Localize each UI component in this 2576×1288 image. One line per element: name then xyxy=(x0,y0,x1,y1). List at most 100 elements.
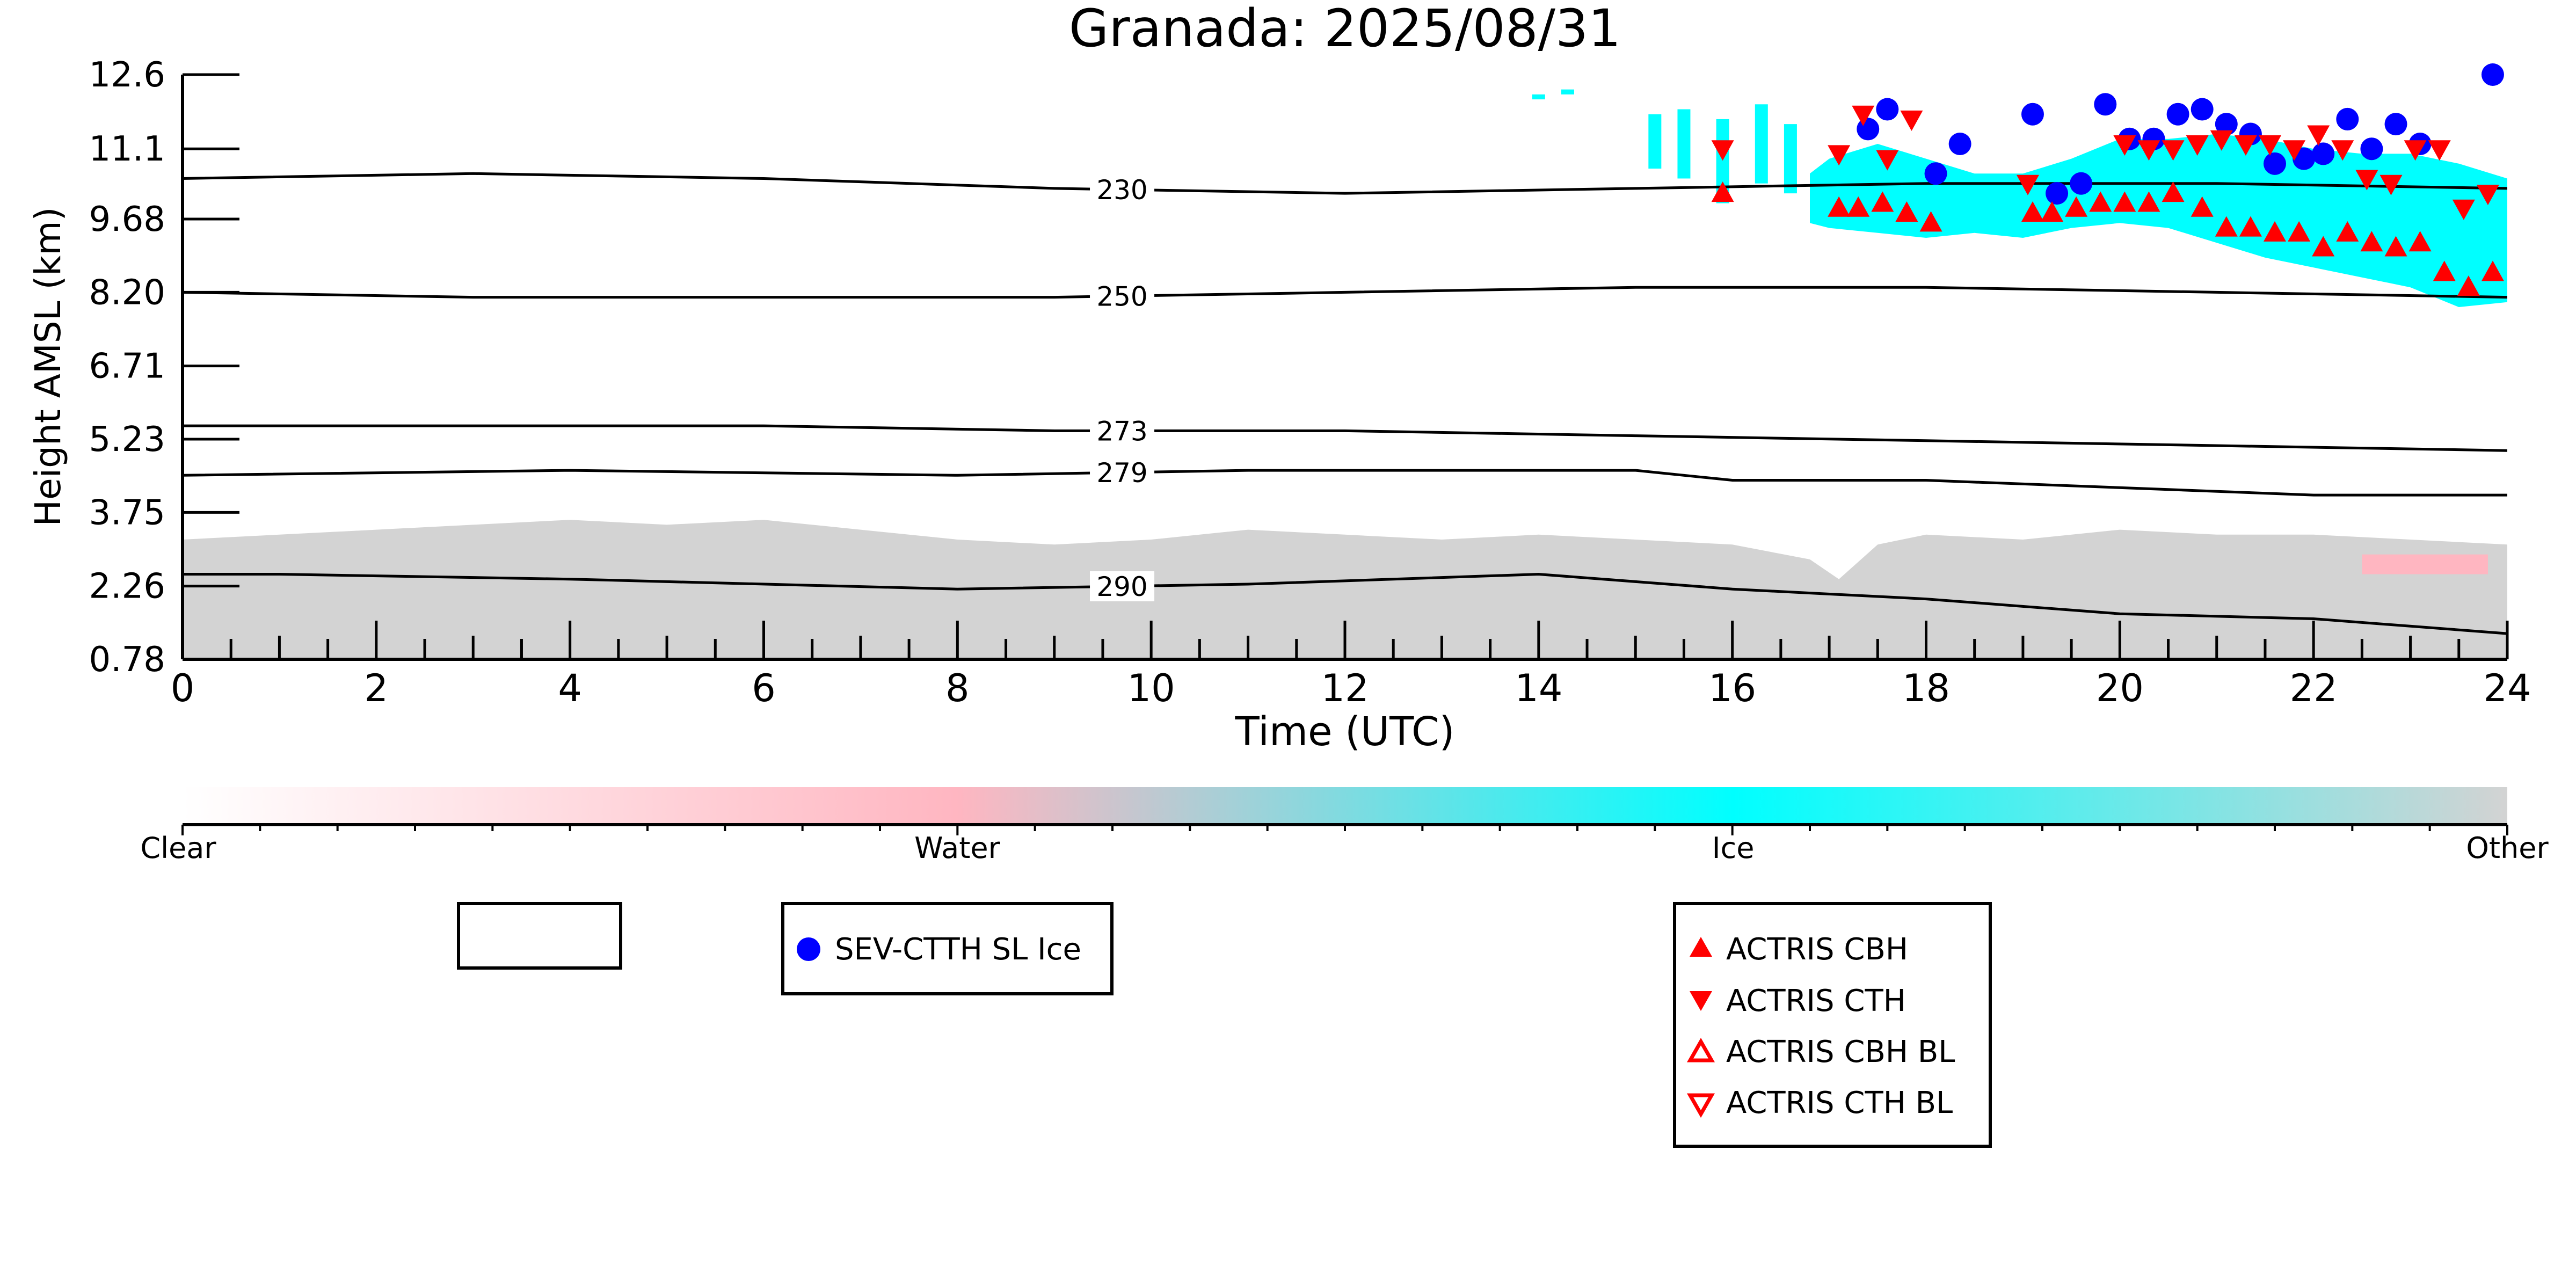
y-tick-label: 5.23 xyxy=(89,420,166,460)
actris-cbh-point xyxy=(2433,260,2456,281)
colorbar-gradient xyxy=(183,787,2507,825)
legend-sev-ctth-label: SEV-CTTH SL Ice xyxy=(835,932,1081,967)
sev-ctth-sl-ice-point xyxy=(2360,137,2383,161)
isotherm-labels: 230 250 273 279 290 xyxy=(1090,174,1155,602)
actris-cth-point xyxy=(2331,140,2354,161)
sev-ctth-sl-ice-point xyxy=(2070,172,2093,195)
water-patch-0 xyxy=(2362,554,2488,574)
actris-cth-point xyxy=(1876,150,1899,171)
sev-ctth-sl-ice-point xyxy=(2021,103,2044,126)
legend-cbh-bl-label: ACTRIS CBH BL xyxy=(1726,1035,1955,1069)
sev-ctth-sl-ice-point xyxy=(1924,162,1947,185)
isotherm-line-273 xyxy=(183,424,2507,452)
isotherm-label: 290 xyxy=(1096,571,1147,602)
x-tick-label: 4 xyxy=(558,666,582,710)
x-tick-label: 14 xyxy=(1515,666,1562,710)
y-tick-label: 3.75 xyxy=(89,493,166,533)
actris-cbh-point xyxy=(2162,181,2185,202)
actris-cth-point xyxy=(2476,185,2499,206)
sev-ctth-sl-ice-point xyxy=(2312,142,2335,165)
actris-cbh-point xyxy=(2239,216,2262,237)
isotherm-label: 230 xyxy=(1096,174,1147,206)
x-tick-label: 22 xyxy=(2290,666,2338,710)
sev-ctth-sl-ice-point xyxy=(1857,118,1880,141)
actris-cbh-point xyxy=(2457,275,2480,296)
actris-cth-point xyxy=(2113,135,2136,156)
sev-ctth-sl-ice-point xyxy=(2215,113,2238,136)
legend-cbh-label: ACTRIS CBH xyxy=(1726,932,1908,967)
ice-fragment-1 xyxy=(1677,109,1691,179)
actris-cth-point xyxy=(2307,125,2330,146)
actris-cth-point xyxy=(2452,199,2475,220)
ice-fragment-4 xyxy=(1784,124,1797,194)
marker-layer xyxy=(1711,63,2504,296)
x-tick-label: 0 xyxy=(171,666,195,710)
axes: 0 2 4 6 8 10 12 14 16 18 20 22 24 0.782.263.755.236.… xyxy=(89,55,2531,710)
actris-cbh-point xyxy=(1919,211,1942,232)
actris-cth-point xyxy=(2258,135,2281,156)
actris-cth-point xyxy=(2379,174,2403,195)
actris-cth-point xyxy=(1900,110,1923,131)
actris-cth-point xyxy=(2137,140,2160,161)
actris-cth-point xyxy=(2428,140,2451,161)
actris-cth-point xyxy=(2234,135,2257,156)
actris-cbh-point xyxy=(2360,231,2383,252)
sev-ctth-sl-ice-point xyxy=(1876,98,1899,121)
x-tick-label: 12 xyxy=(1321,666,1369,710)
colorbar-label-clear: Clear xyxy=(140,831,216,865)
ice-fragment-5 xyxy=(1532,94,1545,100)
actris-cbh-point xyxy=(2113,191,2136,212)
ice-fragment-6 xyxy=(1561,89,1574,94)
colorbar: Clear Water Ice Other xyxy=(140,787,2549,865)
x-tick-label: 18 xyxy=(1902,666,1950,710)
isotherm-label-bg-273 xyxy=(1090,416,1155,446)
actris-cth-point xyxy=(2210,130,2233,151)
isotherm-label-bg-290 xyxy=(1090,571,1155,601)
x-tick-label: 10 xyxy=(1127,666,1175,710)
actris-cbh-point xyxy=(2021,201,2044,222)
y-tick-label: 11.1 xyxy=(89,129,166,169)
actris-cbh-point xyxy=(2041,201,2064,222)
actris-cbh-point xyxy=(2408,231,2432,252)
sev-ctth-sl-ice-point xyxy=(2384,113,2407,136)
y-tick-label: 6.71 xyxy=(89,347,166,387)
colorbar-label-other: Other xyxy=(2466,831,2549,865)
isotherm-line-290 xyxy=(183,572,2507,635)
chart-title: Granada: 2025/08/31 xyxy=(1069,0,1621,59)
colorbar-label-water: Water xyxy=(914,831,1000,865)
actris-cbh-point xyxy=(2137,191,2160,212)
actris-cth-point xyxy=(2404,140,2427,161)
water-classification-area xyxy=(2362,554,2488,574)
x-tick-label: 24 xyxy=(2483,666,2531,710)
sev-ctth-sl-ice-point xyxy=(2481,63,2504,86)
y-axis-label: Height AMSL (km) xyxy=(27,207,69,527)
sev-ctth-sl-ice-point xyxy=(2046,182,2069,205)
plot-area xyxy=(183,89,2507,659)
sev-ctth-sl-ice-point xyxy=(1948,132,1971,155)
actris-cbh-point xyxy=(2384,236,2407,257)
actris-cth-point xyxy=(2162,140,2185,161)
colorbar-ticks xyxy=(181,825,2508,835)
colorbar-label-ice: Ice xyxy=(1712,831,1755,865)
legend-cbh-marker xyxy=(1690,937,1712,957)
actris-cth-point xyxy=(2355,170,2378,191)
legend-actris: ACTRIS CBH ACTRIS CTH ACTRIS CBH BL ACTR… xyxy=(1673,902,1992,1148)
legend-empty-box xyxy=(457,902,622,970)
actris-cbh-point xyxy=(2336,221,2359,242)
actris-cbh-point xyxy=(2215,216,2238,237)
isotherm-label-bg-279 xyxy=(1090,457,1155,488)
actris-cth-point xyxy=(2016,174,2039,195)
actris-cbh-point xyxy=(1871,191,1894,212)
actris-cbh-point xyxy=(2065,196,2088,217)
actris-cbh-point xyxy=(1847,196,1870,217)
x-tick-label: 6 xyxy=(752,666,776,710)
isotherm-lines xyxy=(183,172,2507,635)
x-tick-label: 16 xyxy=(1708,666,1756,710)
sev-ctth-sl-ice-point xyxy=(2094,93,2117,116)
legend-cth-bl-marker xyxy=(1686,1093,1715,1118)
legend-cth-bl-label: ACTRIS CTH BL xyxy=(1726,1086,1953,1120)
y-tick-label: 9.68 xyxy=(89,200,166,239)
legend-sev-ctth-marker xyxy=(797,937,820,961)
actris-cbh-point xyxy=(1828,196,1851,217)
